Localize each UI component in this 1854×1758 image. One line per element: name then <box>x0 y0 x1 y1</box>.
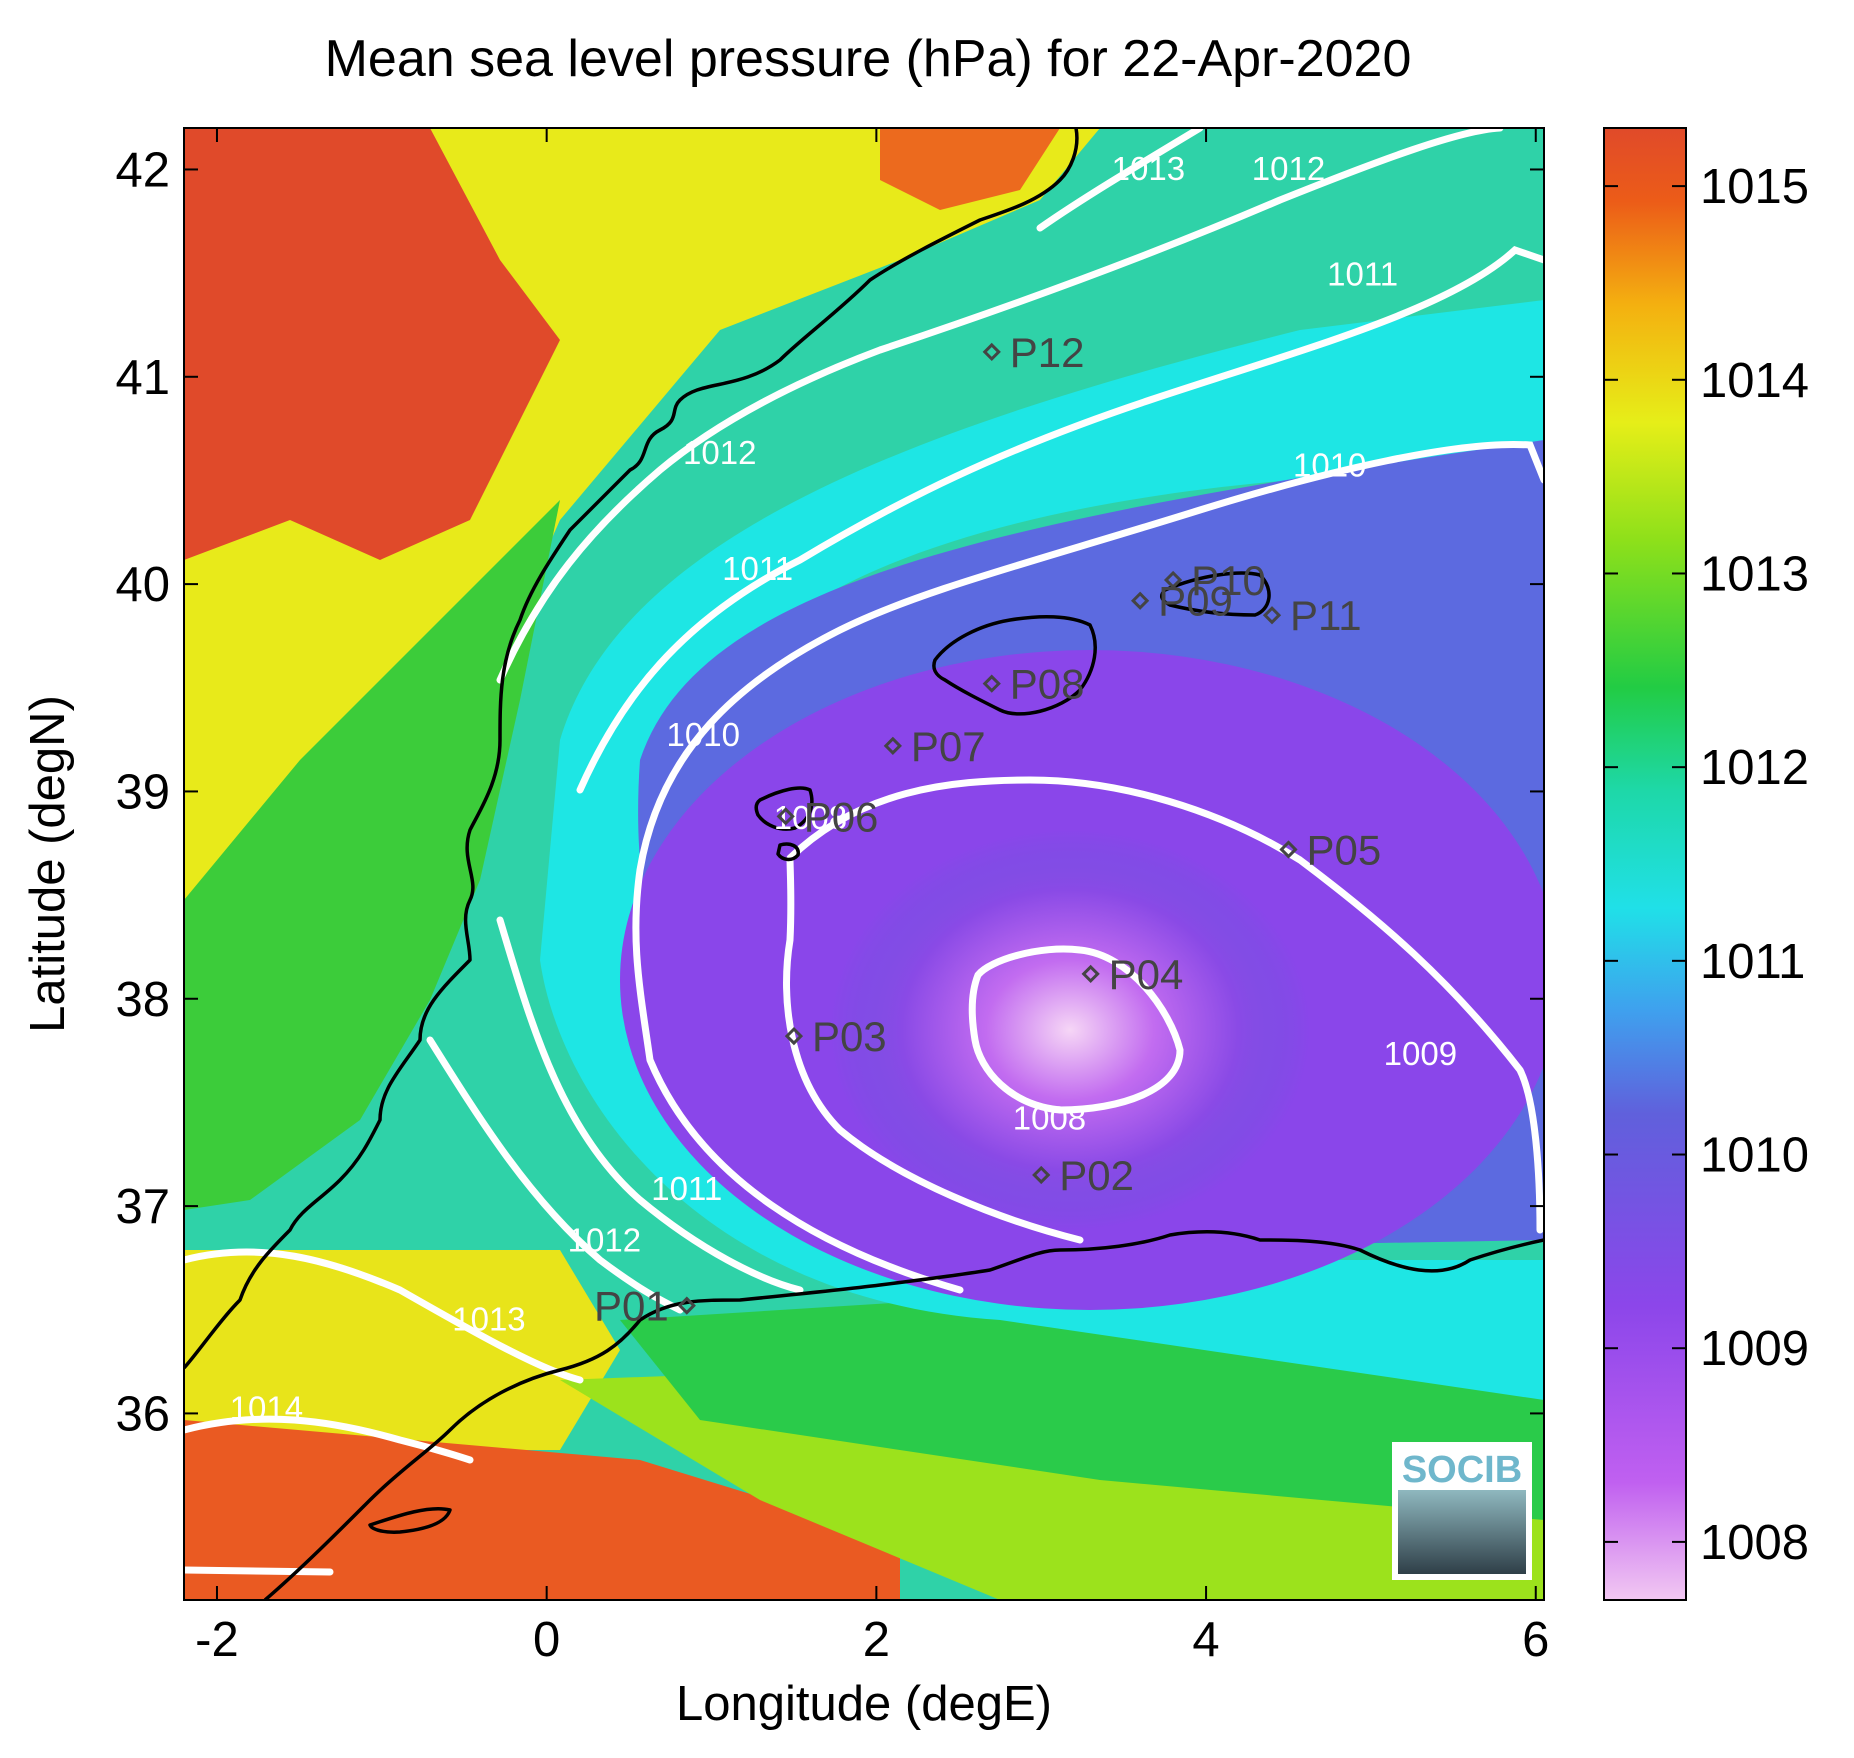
station-marker <box>982 674 1001 693</box>
station-marker <box>1279 840 1298 859</box>
station-marker <box>776 807 795 826</box>
x-tick-label: 6 <box>1522 1613 1549 1667</box>
contour-1009 <box>783 776 1544 1244</box>
coastlines <box>184 128 1544 1600</box>
station-marker <box>1130 591 1150 610</box>
socib-logo: SOCIB <box>1392 1442 1532 1580</box>
contour-label: 1009 <box>1384 1035 1457 1072</box>
y-tick-label: 42 <box>115 143 170 197</box>
contour-1014 <box>184 1415 474 1576</box>
station-label: P10 <box>1191 557 1266 604</box>
contour-label: 1011 <box>1327 256 1398 293</box>
y-tick-label: 40 <box>115 558 170 612</box>
y-tick-label: 38 <box>115 973 170 1027</box>
station-label: P11 <box>1290 592 1362 639</box>
field-cyan-band <box>540 300 1544 1400</box>
station-marker <box>677 1296 696 1315</box>
contour-label: 1011 <box>722 550 793 587</box>
station-label: P08 <box>1010 661 1085 708</box>
colorbar-tick-label: 1008 <box>1700 1516 1809 1570</box>
station-label: P02 <box>1059 1152 1134 1199</box>
x-axis-ticks: -2 0 2 4 6 <box>195 128 1549 1667</box>
station-marker <box>1262 606 1282 625</box>
colorbar-tick-label: 1009 <box>1700 1322 1809 1376</box>
x-tick-label: 0 <box>533 1613 560 1667</box>
contour-label: 1013 <box>1112 150 1185 187</box>
x-tick-label: 4 <box>1192 1613 1219 1667</box>
station-label: P04 <box>1109 951 1184 998</box>
station-marker <box>1163 570 1183 590</box>
contour-label: 1013 <box>452 1300 525 1337</box>
coastline-alboran <box>368 1506 452 1534</box>
contour-label: 1012 <box>1252 150 1325 187</box>
y-axis-ticks: 36 37 38 39 40 41 42 <box>115 143 1544 1441</box>
station-marker <box>982 342 1001 362</box>
contour-1012 <box>426 128 1504 1314</box>
station-marker <box>1032 1165 1051 1185</box>
contour-label: 1010 <box>1293 446 1366 483</box>
field-orange-north <box>880 128 1060 210</box>
colorbar-tick-label: 1010 <box>1700 1129 1809 1183</box>
coastline-iberia <box>184 128 1079 1370</box>
contour-label: 1008 <box>774 799 847 836</box>
station-label: P05 <box>1306 826 1381 873</box>
field-low-center <box>830 830 1310 1230</box>
coastline-ibiza <box>754 786 814 831</box>
y-axis-label: Latitude (degN) <box>21 695 75 1033</box>
contour-label: 1010 <box>667 716 740 753</box>
contour-1008 <box>968 945 1184 1114</box>
field-south-west-orange <box>184 1420 900 1600</box>
y-tick-label: 36 <box>115 1387 170 1441</box>
coastline-formentera <box>776 842 800 862</box>
station-label: P01 <box>594 1283 669 1330</box>
contour-labels: 1013 1012 1011 1012 1010 1011 1010 1008 1008 1009… <box>230 150 1457 1427</box>
station-marker <box>784 1026 804 1046</box>
station-label: P06 <box>804 793 879 840</box>
contour-label: 1008 <box>1013 1099 1086 1136</box>
x-tick-label: -2 <box>195 1613 239 1667</box>
contours <box>184 128 1544 1576</box>
y-tick-label: 41 <box>115 351 170 405</box>
plot-frame <box>183 127 1545 1601</box>
y-tick-label: 39 <box>115 765 170 819</box>
chart-title: Mean sea level pressure (hPa) for 22-Apr… <box>325 30 1412 88</box>
station-label: P07 <box>911 723 986 770</box>
colorbar-ticks: 1008 1009 1010 1011 1012 1013 1014 1015 <box>1604 160 1809 1570</box>
colorbar-tick-label: 1015 <box>1700 160 1809 214</box>
station-marker <box>1081 964 1100 984</box>
contour-1011 <box>496 246 1544 1294</box>
colorbar: 1008 1009 1010 1011 1012 1013 1014 1015 <box>1603 127 1809 1601</box>
coastline-menorca <box>1160 571 1271 617</box>
station-marker <box>883 736 902 755</box>
coastline-africa <box>263 1229 1544 1600</box>
colorbar-tick-label: 1011 <box>1700 935 1805 989</box>
field-south-west <box>184 1250 620 1450</box>
field-green-coast <box>184 500 560 1210</box>
contour-label: 1011 <box>651 1170 722 1207</box>
contour-label: 1014 <box>230 1390 303 1427</box>
colorbar-tick-label: 1013 <box>1700 547 1809 601</box>
x-tick-label: 2 <box>863 1613 890 1667</box>
colorbar-tick-label: 1012 <box>1700 741 1809 795</box>
colorbar-gradient <box>1603 127 1687 1601</box>
contour-1010 <box>632 440 1544 1294</box>
contour-1013 <box>184 128 1204 1384</box>
station-label: P03 <box>812 1013 887 1060</box>
logo-text: SOCIB <box>1402 1449 1522 1491</box>
contour-label: 1012 <box>568 1222 641 1259</box>
map-panel: 1013 1012 1011 1012 1010 1011 1010 1008 1008 1009… <box>184 128 1544 1600</box>
coastline-mallorca <box>932 614 1097 716</box>
y-tick-label: 37 <box>115 1180 170 1234</box>
field-orange-west <box>184 128 560 560</box>
colorbar-tick-label: 1014 <box>1700 354 1809 408</box>
x-axis-label: Longitude (degE) <box>676 1677 1052 1731</box>
station-label: P12 <box>1010 329 1085 376</box>
contour-label: 1012 <box>683 434 756 471</box>
